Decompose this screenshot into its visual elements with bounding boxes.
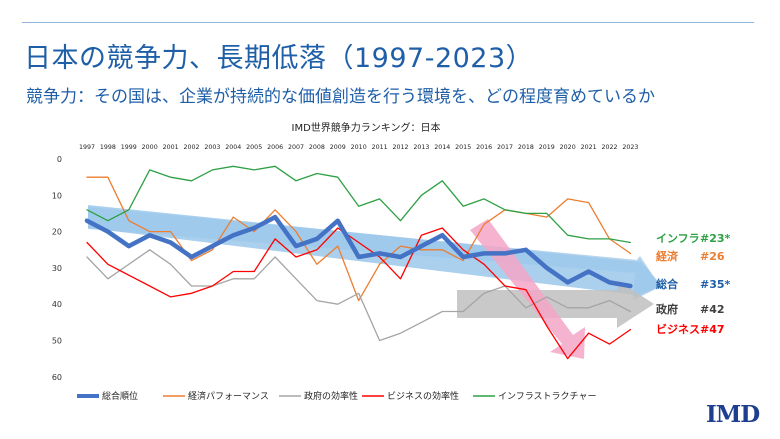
x-tick-label: 1998 — [100, 144, 116, 151]
x-tick-label: 2011 — [372, 144, 388, 151]
trend-arrow-business — [470, 219, 585, 359]
y-tick-label: 0 — [57, 155, 62, 164]
x-tick-label: 2012 — [392, 144, 408, 151]
header-rule — [22, 22, 754, 23]
y-tick-label: 10 — [52, 191, 62, 200]
x-tick-label: 2021 — [581, 144, 597, 151]
legend-label: ビジネスの効率性 — [387, 390, 459, 402]
y-tick-label: 30 — [52, 264, 62, 273]
series-end-rank: #26 — [700, 250, 725, 263]
x-tick-label: 2008 — [309, 144, 325, 151]
slide-subtitle: 競争力：その国は、企業が持続的な価値創造を行う環境を、どの程度育めているか — [26, 87, 655, 107]
series-end-rank: #23* — [700, 232, 731, 245]
trend-arrow-government — [457, 280, 654, 328]
slide-title: 日本の競争力、長期低落（1997-2023） — [24, 43, 534, 74]
x-tick-label: 2014 — [434, 144, 450, 151]
x-tick-label: 2020 — [560, 144, 576, 151]
x-tick-label: 2002 — [183, 144, 199, 151]
x-tick-label: 1997 — [79, 144, 95, 151]
series-end-rank: #42 — [700, 303, 725, 316]
x-tick-label: 2018 — [518, 144, 534, 151]
series-line-3 — [86, 227, 632, 360]
y-tick-label: 40 — [52, 300, 62, 309]
series-end-label: インフラ — [656, 232, 700, 245]
x-tick-label: 2015 — [455, 144, 471, 151]
series-line-1 — [86, 176, 632, 302]
series-line-4 — [86, 165, 632, 244]
series-line-0 — [84, 214, 633, 289]
x-tick-label: 2023 — [622, 144, 638, 151]
x-tick-label: 1999 — [121, 144, 137, 151]
x-tick-label: 2001 — [163, 144, 179, 151]
x-tick-label: 2000 — [142, 144, 158, 151]
x-tick-label: 2003 — [204, 144, 220, 151]
x-tick-label: 2005 — [246, 144, 262, 151]
y-tick-label: 60 — [52, 373, 62, 382]
x-tick-label: 2017 — [497, 144, 513, 151]
x-tick-label: 2019 — [539, 144, 555, 151]
x-tick-label: 2009 — [330, 144, 346, 151]
y-tick-label: 20 — [52, 228, 62, 237]
legend-label: 総合順位 — [102, 390, 138, 402]
x-tick-label: 2006 — [267, 144, 283, 151]
series-end-label: ビジネス — [656, 322, 700, 336]
series-end-label: 総合 — [656, 277, 679, 291]
x-tick-label: 2007 — [288, 144, 304, 151]
series-line-2 — [86, 249, 632, 342]
x-tick-label: 2010 — [351, 144, 367, 151]
series-end-label: 政府 — [656, 302, 678, 316]
legend-label: 経済パフォーマンス — [188, 390, 269, 402]
x-tick-label: 2016 — [476, 144, 492, 151]
x-tick-label: 2013 — [413, 144, 429, 151]
imd-logo: IMD — [706, 401, 760, 428]
x-tick-label: 2022 — [601, 144, 617, 151]
series-end-rank: #35* — [700, 278, 731, 291]
legend-label: インフラストラクチャー — [498, 391, 596, 402]
chart-title: IMD世界競争力ランキング：日本 — [292, 121, 441, 134]
series-end-rank: #47 — [700, 323, 725, 336]
legend-label: 政府の効率性 — [304, 390, 358, 402]
series-end-label: 経済 — [656, 249, 679, 263]
y-tick-label: 50 — [52, 337, 62, 346]
x-tick-label: 2004 — [225, 144, 241, 151]
